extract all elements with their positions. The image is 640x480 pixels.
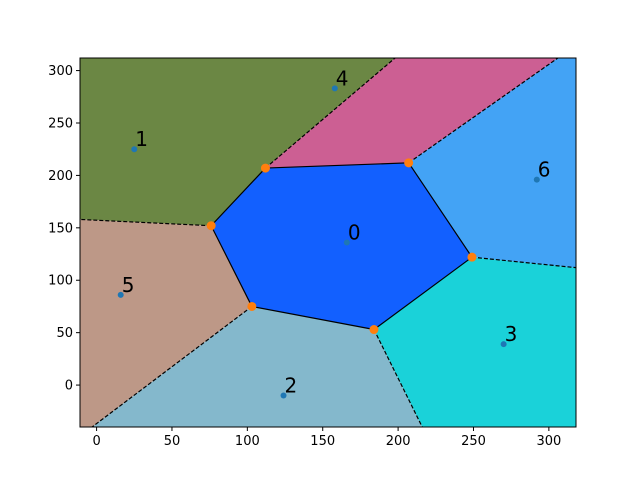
voronoi-region-2	[92, 306, 423, 427]
y-tick-label-50: 50	[56, 326, 73, 341]
voronoi-ray-4	[91, 305, 253, 427]
voronoi-ray-5	[80, 218, 212, 227]
voronoi-region-0	[211, 162, 472, 330]
y-axis: 0 50 100 150 200 250 300	[48, 64, 80, 394]
voronoi-ray-0	[265, 58, 396, 169]
point-label-0: 0	[348, 221, 361, 245]
data-point-1	[131, 146, 138, 153]
point-label-5: 5	[122, 273, 135, 297]
voronoi-ray-1	[408, 58, 559, 164]
x-tick-label-150: 150	[310, 434, 335, 449]
edge-layer	[80, 58, 576, 427]
voronoi-region-5	[80, 219, 252, 427]
voronoi-vertex-5	[206, 221, 216, 231]
point-layer	[117, 85, 540, 399]
voronoi-edge-3	[251, 305, 375, 331]
point-label-1: 1	[135, 127, 148, 151]
voronoi-edge-0	[265, 162, 409, 169]
y-tick-label-150: 150	[48, 221, 73, 236]
vertex-layer	[206, 158, 477, 335]
data-point-0	[343, 239, 350, 246]
data-point-5	[117, 291, 124, 298]
voronoi-region-6	[408, 58, 576, 268]
data-point-3	[500, 341, 507, 348]
y-tick-label-100: 100	[48, 274, 73, 289]
point-label-3: 3	[505, 322, 518, 346]
region-layer	[80, 58, 576, 427]
y-tick-label-0: 0	[65, 379, 73, 394]
voronoi-region-3	[374, 257, 576, 427]
y-tick-label-300: 300	[48, 64, 73, 79]
point-label-2: 2	[285, 374, 298, 398]
voronoi-edge-1	[408, 162, 473, 258]
x-tick-label-300: 300	[536, 434, 561, 449]
voronoi-vertex-3	[369, 325, 379, 335]
voronoi-vertex-4	[247, 301, 257, 311]
x-tick-label-50: 50	[164, 434, 181, 449]
point-label-6: 6	[538, 158, 551, 182]
voronoi-region-1	[80, 58, 396, 226]
plot-frame	[79, 57, 577, 428]
x-tick-label-100: 100	[235, 434, 260, 449]
y-tick-label-250: 250	[48, 116, 73, 131]
x-tick-label-200: 200	[386, 434, 411, 449]
voronoi-ray-3	[373, 329, 423, 427]
x-tick-label-0: 0	[92, 434, 100, 449]
voronoi-edge-5	[210, 167, 266, 227]
x-tick-label-250: 250	[461, 434, 486, 449]
voronoi-region-4	[265, 58, 558, 169]
voronoi-ray-2	[471, 256, 576, 269]
voronoi-edge-4	[210, 225, 253, 307]
data-point-2	[280, 392, 287, 399]
voronoi-vertex-1	[404, 158, 414, 168]
voronoi-vertex-0	[260, 163, 270, 173]
point-label-4: 4	[336, 66, 349, 90]
voronoi-vertex-2	[467, 252, 477, 262]
data-point-6	[533, 176, 540, 183]
point-label-layer: 0 1 2 3 4 5 6	[122, 66, 551, 397]
y-tick-label-200: 200	[48, 169, 73, 184]
data-point-4	[331, 85, 338, 92]
x-axis: 0 50 100 150 200 250 300	[92, 427, 561, 449]
voronoi-edge-2	[373, 256, 473, 330]
